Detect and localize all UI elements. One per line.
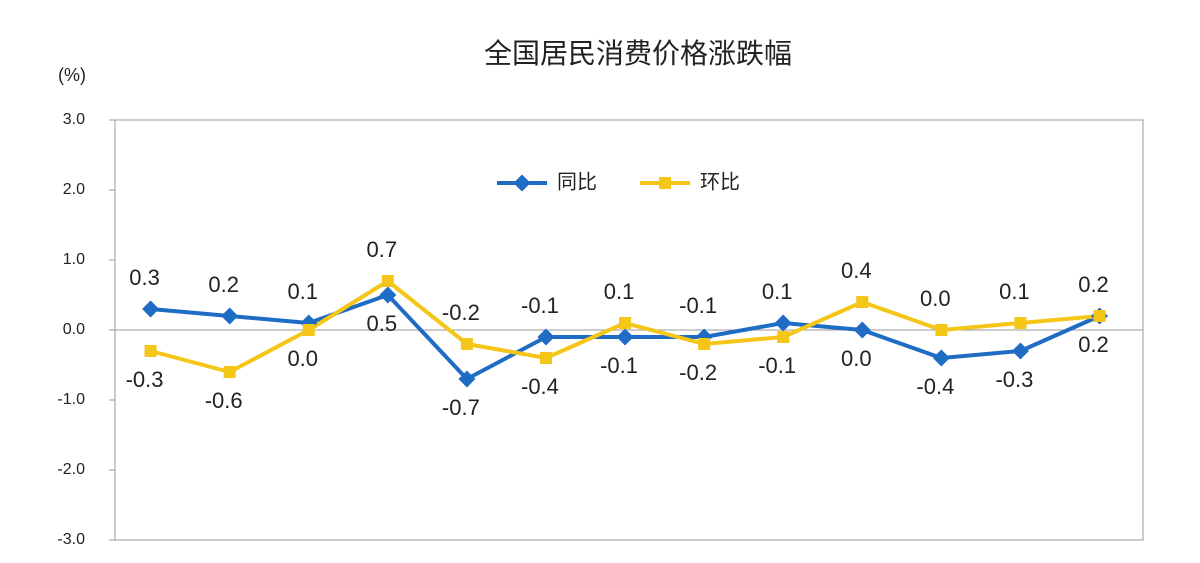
- data-label: -0.1: [679, 293, 717, 318]
- legend-marker: [513, 174, 531, 192]
- data-label: 0.0: [841, 346, 872, 371]
- point-marker: [774, 314, 792, 332]
- y-axis-label: (%): [58, 65, 86, 85]
- data-label: -0.1: [521, 293, 559, 318]
- y-tick-label: -3.0: [57, 531, 85, 548]
- point-marker: [698, 338, 711, 350]
- legend-label: 同比: [557, 170, 597, 194]
- data-label: -0.4: [521, 374, 559, 399]
- y-tick-label: -2.0: [57, 461, 85, 478]
- point-marker: [221, 307, 239, 325]
- data-label: -0.3: [126, 367, 164, 392]
- data-label: -0.3: [995, 367, 1033, 392]
- data-label: 0.1: [287, 279, 318, 304]
- data-label: -0.2: [679, 360, 717, 385]
- data-label: 0.1: [999, 279, 1030, 304]
- point-marker: [144, 345, 157, 357]
- data-label: 0.2: [1078, 272, 1109, 297]
- point-marker: [1011, 342, 1029, 360]
- data-label: 0.5: [367, 311, 398, 336]
- point-marker: [619, 317, 632, 329]
- data-label: 0.2: [1078, 332, 1109, 357]
- data-label: -0.1: [600, 353, 638, 378]
- y-tick-label: 3.0: [63, 111, 85, 128]
- data-label: -0.6: [205, 388, 243, 413]
- y-tick-label: -1.0: [57, 391, 85, 408]
- point-marker: [460, 338, 473, 350]
- data-label: 0.3: [129, 265, 160, 290]
- point-marker: [616, 328, 634, 346]
- point-marker: [856, 296, 869, 308]
- point-marker: [381, 275, 394, 287]
- point-marker: [1093, 310, 1106, 322]
- chart-title: 全国居民消费价格涨跌幅: [484, 37, 792, 70]
- data-label: -0.4: [916, 374, 954, 399]
- y-tick-label: 0.0: [63, 321, 85, 338]
- y-tick-label: 2.0: [63, 181, 85, 198]
- data-label: -0.1: [758, 353, 796, 378]
- data-label: 0.1: [604, 279, 635, 304]
- point-marker: [539, 352, 552, 364]
- point-marker: [223, 366, 236, 378]
- data-label: 0.1: [762, 279, 793, 304]
- point-marker: [777, 331, 790, 343]
- point-marker: [142, 300, 160, 318]
- data-label: 0.4: [841, 258, 872, 283]
- data-label: 0.0: [287, 346, 318, 371]
- y-tick-label: 1.0: [63, 251, 85, 268]
- legend-label: 环比: [700, 170, 740, 194]
- point-marker: [379, 286, 397, 304]
- data-label: 0.2: [208, 272, 239, 297]
- legend-marker: [659, 177, 671, 189]
- point-marker: [853, 321, 871, 339]
- point-marker: [458, 370, 476, 388]
- point-marker: [1014, 317, 1027, 329]
- point-marker: [935, 324, 948, 336]
- data-label: 0.0: [920, 286, 951, 311]
- data-label: -0.2: [442, 300, 480, 325]
- data-label: 0.7: [367, 237, 398, 262]
- point-marker: [302, 324, 315, 336]
- point-marker: [932, 349, 950, 367]
- data-label: -0.7: [442, 395, 480, 420]
- point-marker: [537, 328, 555, 346]
